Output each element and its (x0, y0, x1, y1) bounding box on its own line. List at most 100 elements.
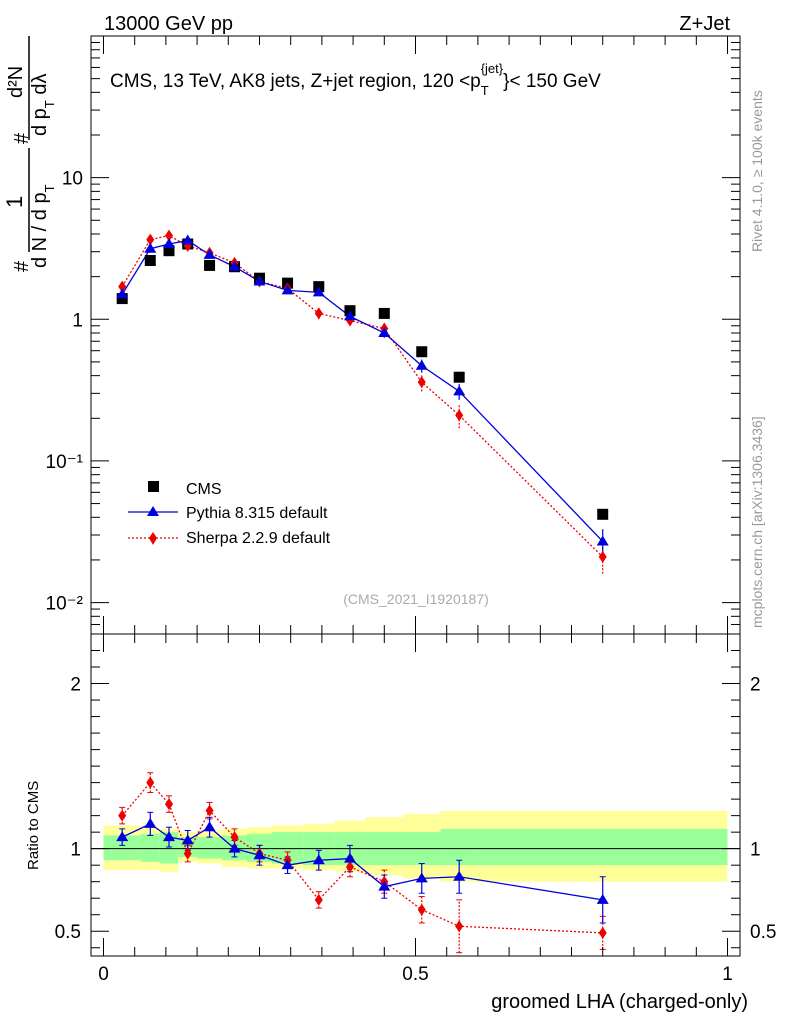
main-y-axis-label: # 1 d N / d pT # d²N d pT dλ (2, 36, 57, 272)
y-tick-label: 10 (62, 169, 83, 190)
pythia-ratio-point (281, 859, 294, 870)
sherpa-ratio-point (118, 809, 127, 822)
green-band-segment (477, 828, 728, 866)
cms-data-point (378, 307, 390, 319)
cms-data-point (163, 245, 175, 257)
ratio-plot-area (116, 772, 609, 954)
ratio-axis-ticks: 0.5 0.5 1 1 2 2 0 0.5 1 (55, 634, 776, 985)
green-band-segment (197, 837, 223, 859)
pythia-ratio-point (228, 842, 241, 853)
sherpa-ratio-point (205, 804, 214, 817)
sherpa-point (598, 550, 607, 563)
cms-data-point (116, 293, 128, 305)
pythia-point (144, 242, 157, 253)
sherpa-ratio-point (598, 926, 607, 939)
legend-marker-cms (148, 481, 159, 492)
ratio-panel-frame (90, 633, 741, 957)
sherpa-ratio-point (183, 847, 192, 860)
pythia-point (596, 535, 609, 546)
y-tick-label: 10⁻¹ (46, 452, 84, 473)
ratio-y-tick-label: 2 (70, 675, 81, 696)
cms-data-point (597, 508, 609, 520)
pythia-point (181, 234, 194, 245)
sherpa-ratio-line (121, 781, 603, 934)
sherpa-ratio-point (146, 776, 155, 789)
sherpa-line (121, 234, 604, 558)
sherpa-point (146, 233, 155, 246)
x-tick-label: 0 (98, 964, 109, 985)
y-tick-label: 10⁻² (46, 594, 84, 615)
legend-marker-sherpa (149, 532, 157, 545)
pythia-ratio-point (453, 870, 466, 881)
ratio-uncertainty-bands (91, 810, 740, 882)
pythia-point (378, 327, 391, 338)
pythia-point (163, 238, 176, 249)
analysis-watermark: (CMS_2021_I1920187) (343, 591, 489, 607)
sherpa-point (455, 409, 464, 422)
ratio-y-axis-label: Ratio to CMS (25, 781, 42, 870)
sherpa-ratio-point (455, 920, 464, 933)
pythia-ratio-point (343, 852, 356, 863)
process-label: Z+Jet (679, 13, 730, 35)
sherpa-point (165, 229, 174, 242)
svg-text:1: 1 (2, 196, 27, 208)
pythia-point (453, 385, 466, 396)
sherpa-ratio-point (417, 903, 426, 916)
pythia-ratio-point (378, 880, 391, 891)
pythia-point (253, 275, 266, 286)
pythia-ratio-point (144, 817, 157, 828)
legend: CMS Pythia 8.315 default Sherpa 2.2.9 de… (128, 481, 331, 547)
pythia-ratio-point (415, 872, 428, 883)
energy-label: 13000 GeV pp (104, 13, 233, 35)
pythia-ratio-point (163, 831, 176, 842)
ratio-y-tick-label: 1 (70, 840, 81, 861)
pythia-point (228, 260, 241, 271)
pythia-point (281, 284, 294, 295)
cms-data-point (453, 371, 465, 383)
cms-data-point (416, 346, 428, 358)
pythia-ratio-point (116, 831, 129, 842)
svg-text:#: # (11, 260, 33, 272)
ratio-y-tick-label: 0.5 (55, 922, 81, 943)
legend-label-pythia: Pythia 8.315 default (186, 505, 328, 522)
x-tick-label: 0.5 (402, 964, 428, 985)
sherpa-point (118, 280, 127, 293)
pythia-ratio-point (596, 893, 609, 904)
x-axis-label: groomed LHA (charged-only) (491, 991, 748, 1013)
svg-text:d pT dλ: d pT dλ (29, 74, 57, 136)
main-axis-ticks: 10⁻² 10⁻¹ 1 10 (46, 36, 740, 635)
pythia-ratio-point (253, 849, 266, 860)
legend-label-sherpa: Sherpa 2.2.9 default (186, 530, 331, 547)
green-band-segment (440, 828, 478, 866)
svg-text:d N / d pT: d N / d pT (29, 184, 57, 268)
sherpa-point (314, 307, 323, 320)
pythia-point (312, 286, 325, 297)
mcplots-credit-label: mcplots.cern.ch [arXiv:1306.3436] (749, 416, 765, 628)
pythia-point (203, 248, 216, 259)
ratio-y-tick-label-right: 1 (750, 840, 761, 861)
svg-text:#: # (11, 132, 33, 144)
pythia-ratio-point (181, 834, 194, 845)
green-band-segment (140, 833, 160, 862)
pythia-ratio-point (203, 821, 216, 832)
sherpa-ratio-point (230, 831, 239, 844)
main-plot-area (116, 229, 609, 574)
legend-label-cms: CMS (186, 481, 222, 498)
ratio-y-tick-label-right: 2 (750, 675, 761, 696)
legend-marker-pythia (147, 506, 159, 516)
sherpa-point (417, 376, 426, 389)
pythia-ratio-point (312, 854, 325, 865)
cms-data-point (144, 255, 156, 267)
pythia-point (343, 310, 356, 321)
sherpa-ratio-point (165, 798, 174, 811)
ratio-y-tick-label-right: 0.5 (750, 922, 776, 943)
cms-data-point (204, 259, 216, 271)
plot-title: CMS, 13 TeV, AK8 jets, Z+jet region, 120… (110, 61, 601, 98)
x-tick-label: 1 (722, 964, 733, 985)
sherpa-ratio-point (314, 893, 323, 906)
sherpa-ratio-point (345, 860, 354, 873)
rivet-version-label: Rivet 4.1.0, ≥ 100k events (749, 90, 765, 252)
y-tick-label: 1 (72, 310, 83, 331)
svg-text:d²N: d²N (5, 66, 27, 98)
